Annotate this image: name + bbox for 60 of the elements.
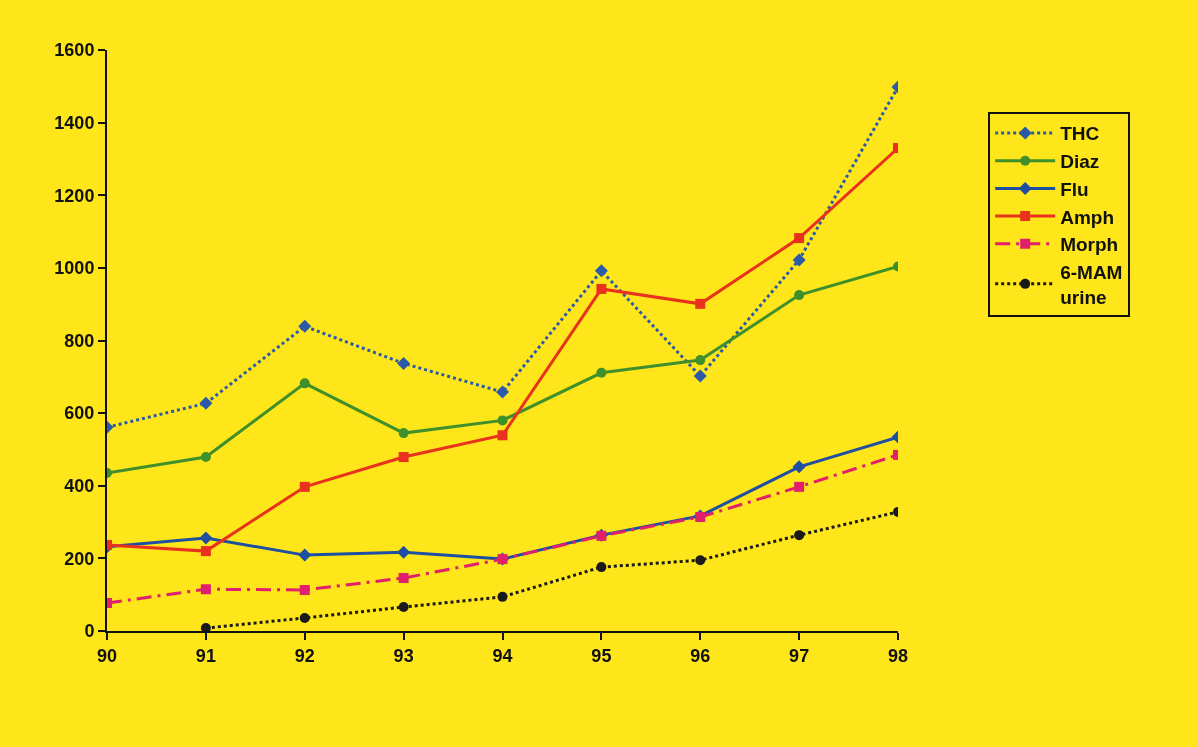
point: [398, 428, 409, 439]
y-tick-label: 1600: [54, 40, 95, 61]
point: [794, 233, 805, 244]
point: [299, 378, 310, 389]
x-tick-label: 96: [690, 645, 711, 666]
y-tick-label: 800: [64, 330, 95, 351]
x-tick-label: 90: [96, 645, 118, 666]
point: [299, 481, 310, 492]
point: [299, 584, 310, 595]
point: [794, 530, 805, 541]
point: [794, 290, 805, 301]
point: [497, 430, 508, 441]
legend-label: Morph: [1060, 234, 1119, 256]
legend-label: Flu: [1060, 178, 1089, 200]
point: [792, 460, 806, 474]
y-tick-label: 600: [64, 403, 95, 424]
point: [398, 572, 409, 583]
point: [695, 555, 706, 566]
legend-label: Amph: [1060, 206, 1114, 228]
point: [693, 369, 707, 383]
point: [398, 452, 409, 463]
point: [596, 283, 607, 294]
point: [596, 367, 607, 378]
point: [792, 253, 806, 267]
y-tick-label: 1400: [54, 112, 95, 133]
x-tick-label: 92: [294, 645, 315, 666]
point: [695, 355, 706, 366]
point: [496, 385, 509, 399]
point: [299, 612, 310, 623]
point: [398, 602, 409, 613]
y-tick-label: 0: [84, 621, 95, 642]
y-tick-label: 200: [64, 548, 95, 569]
point: [594, 264, 608, 278]
point: [200, 546, 211, 557]
point: [397, 545, 411, 559]
point: [199, 396, 213, 410]
point: [200, 623, 211, 631]
point: [497, 591, 508, 602]
legend-label: THC: [1060, 123, 1100, 145]
x-tick-label: 98: [887, 645, 909, 666]
y-tick-label: 1000: [54, 258, 95, 279]
y-tick-label: 400: [64, 476, 95, 497]
x-tick-label: 91: [195, 645, 216, 666]
point: [397, 356, 411, 370]
point: [596, 562, 607, 573]
x-tick-label: 94: [492, 645, 513, 666]
point: [695, 298, 706, 309]
x-tick-label: 93: [393, 645, 414, 666]
point: [497, 415, 508, 426]
point: [298, 548, 312, 562]
x-tick-label: 97: [789, 645, 810, 666]
point: [794, 481, 805, 492]
x-tick-label: 95: [591, 645, 612, 666]
legend-label: 6-MAM urine: [1060, 261, 1123, 308]
legend-label: Diaz: [1060, 151, 1100, 173]
point: [200, 452, 211, 463]
y-tick-label: 1200: [54, 185, 95, 206]
point: [199, 531, 213, 545]
point: [298, 319, 312, 333]
point: [200, 584, 211, 595]
